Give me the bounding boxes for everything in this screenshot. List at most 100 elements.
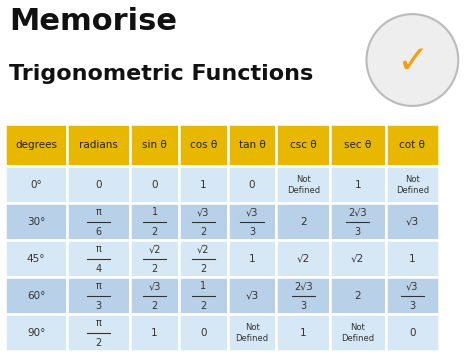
Bar xyxy=(67,315,130,351)
Text: √3: √3 xyxy=(148,281,161,291)
Bar xyxy=(5,166,67,203)
Text: √3: √3 xyxy=(246,291,259,301)
Text: √2: √2 xyxy=(148,244,161,254)
Text: 1: 1 xyxy=(355,180,361,190)
Text: degrees: degrees xyxy=(15,140,57,150)
Text: sec θ: sec θ xyxy=(344,140,372,150)
Bar xyxy=(228,124,276,166)
Text: Not
Defined: Not Defined xyxy=(287,175,320,195)
Text: 3: 3 xyxy=(355,226,361,237)
Text: 30°: 30° xyxy=(27,217,46,227)
Bar xyxy=(179,240,228,277)
Text: 0°: 0° xyxy=(30,180,42,190)
Bar xyxy=(330,315,386,351)
Text: √2: √2 xyxy=(197,244,210,254)
Text: √3: √3 xyxy=(406,217,419,227)
Text: 2: 2 xyxy=(96,338,102,348)
Text: √2: √2 xyxy=(351,254,365,264)
Bar xyxy=(228,315,276,351)
Circle shape xyxy=(366,14,458,106)
Text: 0: 0 xyxy=(151,180,158,190)
Text: 4: 4 xyxy=(96,264,102,274)
Bar xyxy=(276,315,330,351)
Bar xyxy=(330,277,386,315)
Text: cos θ: cos θ xyxy=(190,140,217,150)
Text: π: π xyxy=(96,244,102,254)
Text: π: π xyxy=(96,207,102,217)
Text: √2: √2 xyxy=(297,254,310,264)
Text: 1: 1 xyxy=(249,254,255,264)
Bar xyxy=(5,277,67,315)
Text: 3: 3 xyxy=(300,301,306,311)
Text: √3: √3 xyxy=(197,207,210,217)
Bar xyxy=(228,240,276,277)
Bar xyxy=(130,315,179,351)
Text: radians: radians xyxy=(79,140,118,150)
Text: 0: 0 xyxy=(249,180,255,190)
Text: 2: 2 xyxy=(151,264,158,274)
Text: 90°: 90° xyxy=(27,328,46,338)
Bar xyxy=(130,124,179,166)
Bar xyxy=(179,315,228,351)
Bar xyxy=(179,124,228,166)
Bar xyxy=(130,166,179,203)
Text: sin θ: sin θ xyxy=(142,140,167,150)
Text: Trigonometric Functions: Trigonometric Functions xyxy=(9,64,314,84)
Text: cot θ: cot θ xyxy=(400,140,425,150)
Bar xyxy=(67,277,130,315)
Text: 0: 0 xyxy=(200,328,207,338)
Text: 1: 1 xyxy=(200,180,207,190)
Bar xyxy=(228,203,276,240)
Bar xyxy=(276,277,330,315)
Text: 3: 3 xyxy=(409,301,415,311)
Text: 2: 2 xyxy=(300,217,307,227)
Bar xyxy=(179,277,228,315)
Bar xyxy=(130,203,179,240)
Text: 3: 3 xyxy=(249,226,255,237)
Text: 2: 2 xyxy=(200,301,207,311)
Text: 2: 2 xyxy=(200,264,207,274)
Bar xyxy=(228,277,276,315)
Bar xyxy=(130,240,179,277)
Bar xyxy=(386,124,439,166)
Bar xyxy=(130,277,179,315)
Bar xyxy=(386,203,439,240)
Text: 6: 6 xyxy=(96,226,102,237)
Bar xyxy=(5,203,67,240)
Bar xyxy=(276,166,330,203)
Bar xyxy=(179,203,228,240)
Bar xyxy=(276,203,330,240)
Text: 2√3: 2√3 xyxy=(294,281,312,291)
Text: 2: 2 xyxy=(151,301,158,311)
Bar xyxy=(179,166,228,203)
Bar xyxy=(67,240,130,277)
Text: 2: 2 xyxy=(355,291,361,301)
Bar xyxy=(276,124,330,166)
Text: 1: 1 xyxy=(409,254,416,264)
Bar xyxy=(228,166,276,203)
Text: 1: 1 xyxy=(152,207,158,217)
Text: π: π xyxy=(96,318,102,328)
Text: π: π xyxy=(96,281,102,291)
Text: Not
Defined: Not Defined xyxy=(396,175,429,195)
Bar xyxy=(5,124,67,166)
Text: 60°: 60° xyxy=(27,291,46,301)
Text: 2√3: 2√3 xyxy=(348,207,367,217)
Bar xyxy=(67,124,130,166)
Text: 45°: 45° xyxy=(27,254,46,264)
Text: 2: 2 xyxy=(151,226,158,237)
Bar xyxy=(330,166,386,203)
Bar xyxy=(386,315,439,351)
Text: ✓: ✓ xyxy=(396,43,428,81)
Text: 3: 3 xyxy=(96,301,102,311)
Text: csc θ: csc θ xyxy=(290,140,317,150)
Text: √3: √3 xyxy=(246,207,258,217)
Bar xyxy=(330,203,386,240)
Text: Not
Defined: Not Defined xyxy=(236,323,269,343)
Bar xyxy=(386,240,439,277)
Text: 1: 1 xyxy=(300,328,307,338)
Bar xyxy=(5,315,67,351)
Text: tan θ: tan θ xyxy=(239,140,265,150)
Text: 0: 0 xyxy=(96,180,102,190)
Bar xyxy=(330,124,386,166)
